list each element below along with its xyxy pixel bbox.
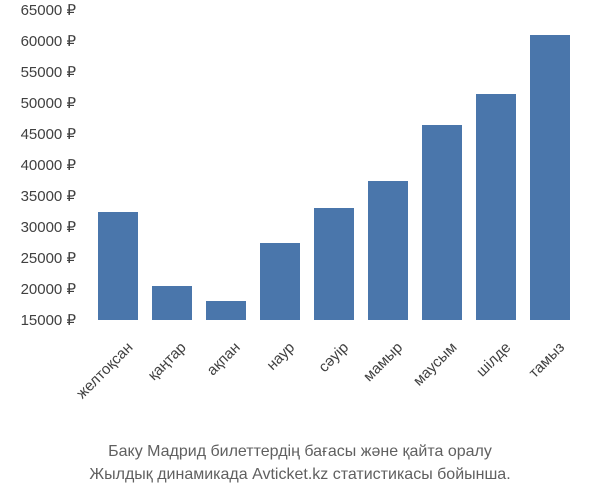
y-tick-label: 15000 ₽	[21, 311, 76, 329]
x-tick-label: қаңтар	[145, 339, 190, 384]
x-tick-label: маусым	[410, 339, 461, 390]
bars-group	[88, 10, 578, 320]
x-tick-label: наур	[263, 339, 298, 374]
bar	[314, 208, 354, 320]
x-tick-label: желтоқсан	[73, 339, 136, 402]
caption-line-1: Баку Мадрид билеттердің бағасы және қайт…	[0, 441, 600, 463]
caption-line-2: Жылдық динамикада Avticket.kz статистика…	[0, 464, 600, 486]
bar	[368, 181, 408, 321]
x-tick-label: шілде	[473, 339, 514, 380]
x-tick-label: тамыз	[526, 339, 568, 381]
x-axis: желтоқсанқаңтарақпаннаурсәуірмамырмаусым…	[88, 335, 588, 445]
y-tick-label: 60000 ₽	[21, 32, 76, 50]
y-axis: 15000 ₽ 20000 ₽ 25000 ₽ 30000 ₽ 35000 ₽ 40000…	[0, 10, 82, 330]
bar	[530, 35, 570, 320]
y-tick-label: 25000 ₽	[21, 249, 76, 267]
chart-caption: Баку Мадрид билеттердің бағасы және қайт…	[0, 441, 600, 486]
bar	[206, 301, 246, 320]
y-tick-label: 20000 ₽	[21, 280, 76, 298]
bar	[98, 212, 138, 321]
bar	[476, 94, 516, 320]
y-tick-label: 50000 ₽	[21, 94, 76, 112]
y-tick-label: 45000 ₽	[21, 125, 76, 143]
bar	[152, 286, 192, 320]
chart-area	[88, 10, 588, 330]
x-tick-label: мамыр	[360, 339, 406, 385]
y-tick-label: 35000 ₽	[21, 187, 76, 205]
y-tick-label: 40000 ₽	[21, 156, 76, 174]
x-tick-label: сәуір	[315, 339, 352, 376]
y-tick-label: 30000 ₽	[21, 218, 76, 236]
y-tick-label: 55000 ₽	[21, 63, 76, 81]
bar	[422, 125, 462, 320]
y-tick-label: 65000 ₽	[21, 1, 76, 19]
plot-area	[88, 10, 578, 320]
x-tick-label: ақпан	[204, 339, 244, 379]
bar	[260, 243, 300, 321]
